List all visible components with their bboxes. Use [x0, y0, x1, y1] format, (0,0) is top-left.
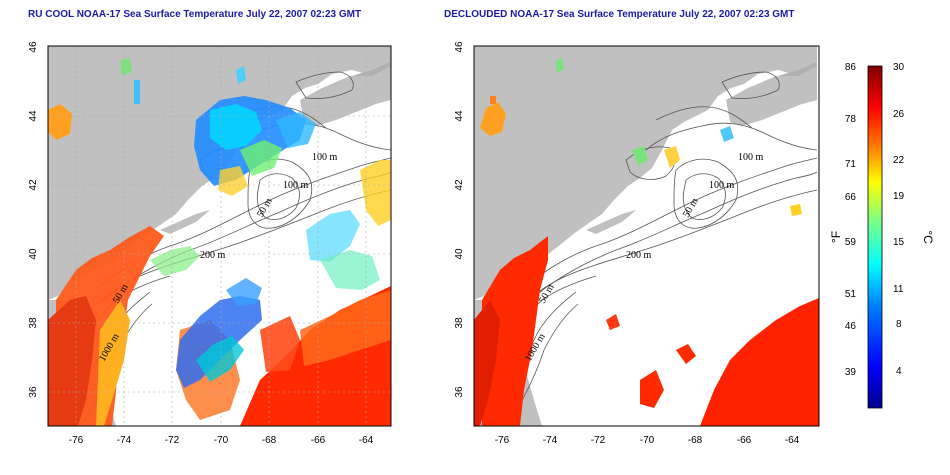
- contour-label: 100 m: [709, 180, 735, 191]
- fahrenheit-tick: 66: [845, 192, 857, 203]
- x-tick-label: -76: [495, 435, 510, 446]
- y-tick-label: 36: [454, 386, 465, 398]
- y-tick-label: 42: [454, 179, 465, 191]
- fahrenheit-tick: 78: [845, 114, 857, 125]
- fahrenheit-tick: 51: [845, 289, 857, 300]
- colorbar-gradient: [867, 65, 883, 409]
- y-tick-label: 46: [454, 41, 465, 53]
- left-map-panel: [47, 45, 392, 427]
- fahrenheit-tick: 39: [845, 367, 857, 378]
- y-tick-label: 38: [28, 317, 39, 329]
- x-tick-label: -72: [591, 435, 606, 446]
- x-tick-label: -70: [640, 435, 655, 446]
- fahrenheit-tick: 71: [845, 159, 857, 170]
- x-tick-label: -68: [262, 435, 277, 446]
- celsius-tick: 11: [893, 284, 904, 295]
- colorbar: 86 78 71 66 59 51 46 39 30 26 22 19 15 1…: [829, 62, 935, 409]
- celsius-ticks: 30 26 22 19 15 11 8 4: [893, 62, 905, 377]
- y-tick-label: 42: [28, 179, 39, 191]
- x-tick-label: -72: [165, 435, 180, 446]
- right-map-title: DECLOUDED NOAA-17 Sea Surface Temperatur…: [444, 9, 795, 20]
- x-tick-label: -64: [785, 435, 800, 446]
- contour-label: 100 m: [312, 152, 338, 163]
- right-y-axis: 46 44 42 40 38 36: [454, 41, 465, 398]
- x-tick-label: -76: [69, 435, 84, 446]
- x-tick-label: -70: [214, 435, 229, 446]
- fahrenheit-tick: 46: [845, 321, 857, 332]
- celsius-tick: 30: [893, 62, 905, 73]
- celsius-unit-label: °C: [921, 230, 935, 244]
- left-y-axis: 46 44 42 40 38 36: [28, 41, 39, 398]
- y-tick-label: 46: [28, 41, 39, 53]
- right-sst-field: [474, 58, 819, 426]
- celsius-tick: 15: [893, 237, 905, 248]
- y-tick-label: 44: [454, 110, 465, 122]
- contour-label: 100 m: [283, 180, 309, 191]
- fahrenheit-ticks: 86 78 71 66 59 51 46 39: [845, 62, 857, 378]
- contour-label: 200 m: [200, 250, 226, 261]
- x-tick-label: -66: [311, 435, 326, 446]
- right-map-panel: [473, 45, 820, 427]
- x-tick-label: -74: [543, 435, 558, 446]
- contour-label: 200 m: [626, 250, 652, 261]
- y-tick-label: 40: [454, 248, 465, 260]
- x-tick-label: -68: [688, 435, 703, 446]
- right-x-axis: -76 -74 -72 -70 -68 -66 -64: [495, 435, 800, 446]
- celsius-tick: 22: [893, 155, 905, 166]
- x-tick-label: -66: [737, 435, 752, 446]
- celsius-tick: 8: [896, 319, 902, 330]
- celsius-tick: 19: [893, 191, 905, 202]
- fahrenheit-unit-label: °F: [829, 231, 843, 243]
- x-tick-label: -74: [117, 435, 132, 446]
- fahrenheit-tick: 86: [845, 62, 857, 73]
- x-tick-label: -64: [359, 435, 374, 446]
- left-x-axis: -76 -74 -72 -70 -68 -66 -64: [69, 435, 374, 446]
- y-tick-label: 38: [454, 317, 465, 329]
- celsius-tick: 4: [896, 366, 902, 377]
- y-tick-label: 44: [28, 110, 39, 122]
- y-tick-label: 36: [28, 386, 39, 398]
- left-sst-field: [48, 58, 391, 426]
- fahrenheit-tick: 59: [845, 237, 857, 248]
- contour-label: 100 m: [738, 152, 764, 163]
- celsius-tick: 26: [893, 109, 905, 120]
- y-tick-label: 40: [28, 248, 39, 260]
- left-map-title: RU COOL NOAA-17 Sea Surface Temperature …: [28, 9, 362, 20]
